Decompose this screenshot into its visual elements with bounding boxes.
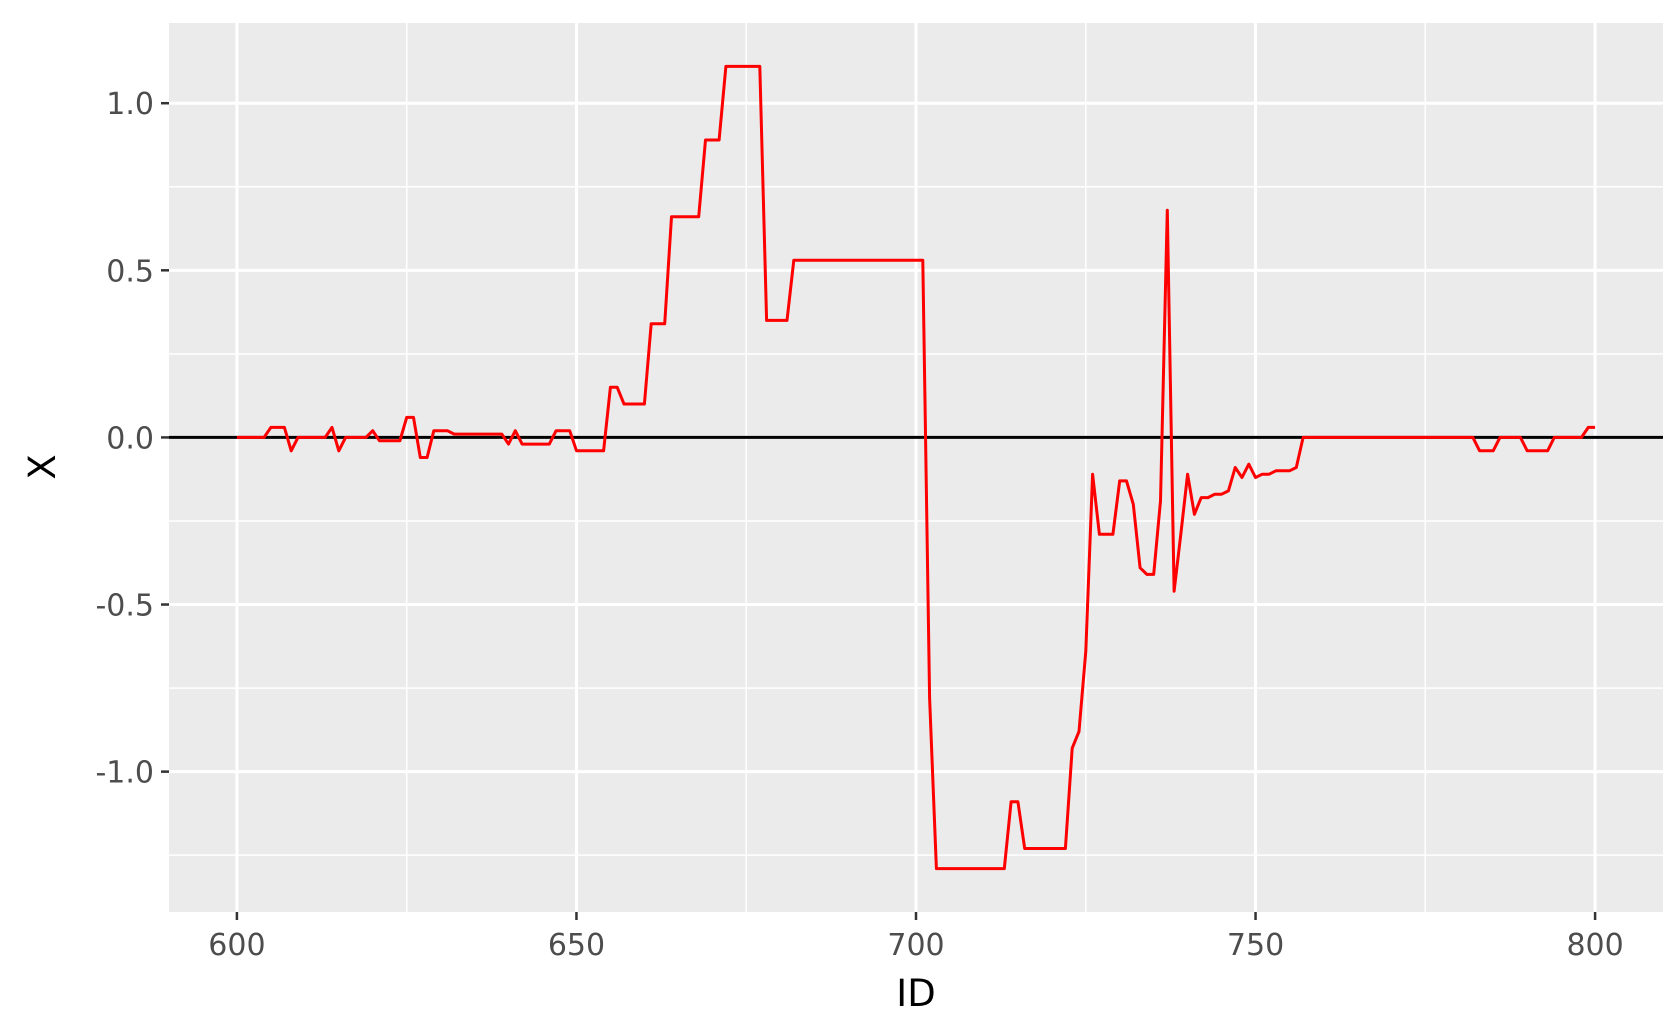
- x-axis-title: ID: [896, 972, 935, 1015]
- x-tick-label: 700: [887, 928, 944, 963]
- major-grid: [169, 23, 1663, 912]
- y-axis-ticks: -1.0 -0.5 0.0 0.5 1.0: [95, 87, 169, 791]
- x-tick-label: 650: [548, 928, 605, 963]
- x-axis-ticks: 600 650 700 750 800: [208, 912, 1624, 963]
- y-tick-label: 1.0: [106, 87, 154, 122]
- y-tick-label: 0.0: [106, 421, 154, 456]
- x-tick-label: 600: [208, 928, 265, 963]
- y-tick-label: 0.5: [106, 254, 154, 289]
- x-tick-label: 800: [1566, 928, 1623, 963]
- x-tick-label: 750: [1227, 928, 1284, 963]
- y-tick-label: -1.0: [95, 756, 154, 791]
- data-line: [236, 64, 1596, 871]
- y-tick-label: -0.5: [95, 589, 154, 624]
- y-axis-title: X: [21, 454, 64, 479]
